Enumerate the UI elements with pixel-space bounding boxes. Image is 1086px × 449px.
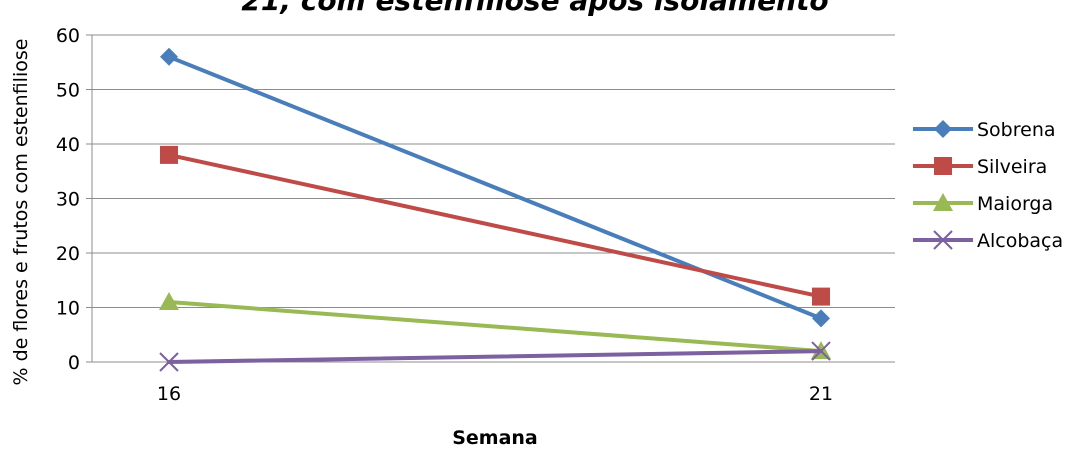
legend-label: Sobrena: [977, 119, 1056, 141]
data-point: [812, 287, 830, 306]
legend-label: Maiorga: [977, 193, 1053, 215]
x-tick-label: 16: [157, 383, 181, 405]
series-line: [167, 54, 823, 321]
series-line: [167, 152, 823, 299]
data-point: [812, 309, 830, 328]
y-tick-label: 40: [56, 134, 80, 156]
y-tick-label: 30: [56, 189, 80, 211]
x-axis: 16 21: [92, 361, 895, 405]
series-line: [167, 300, 823, 354]
data-point: [811, 341, 831, 361]
gridlines: [92, 34, 895, 363]
x-tick-label: 21: [809, 383, 833, 405]
x-axis-title: Semana: [452, 427, 538, 449]
legend-marker: [934, 120, 952, 138]
legend-marker: [933, 193, 953, 211]
legend-marker: [934, 157, 952, 175]
legend-label: Silveira: [977, 156, 1047, 178]
series-line: [167, 349, 823, 364]
y-tick-label: 60: [56, 25, 80, 47]
data-point: [159, 352, 179, 372]
series-group: [159, 47, 831, 372]
legend-entry: Sobrena: [913, 119, 1056, 141]
chart-title: 21, com estenfiliose após isolamento: [241, 0, 828, 17]
data-point: [160, 47, 178, 66]
y-tick-label: 10: [56, 298, 80, 320]
series-silveira: [160, 145, 830, 306]
legend-entry: Maiorga: [913, 193, 1053, 215]
series-maiorga: [159, 292, 831, 360]
y-tick-label: 20: [56, 243, 80, 265]
y-tick-label: 0: [68, 352, 80, 374]
legend-label: Alcobaça: [977, 230, 1063, 252]
data-point: [160, 145, 178, 164]
series-alcobaça: [159, 341, 831, 372]
y-axis: 0 10 20 30 40 50 60: [56, 25, 93, 374]
legend-marker: [933, 230, 953, 250]
legend-entry: Alcobaça: [913, 230, 1063, 252]
y-tick-label: 50: [56, 80, 80, 102]
legend-entry: Silveira: [913, 156, 1047, 178]
y-axis-title: % de flores e frutos com estenfiliose: [10, 39, 32, 386]
legend: Sobrena Silveira Maiorga Alcobaça: [913, 119, 1063, 252]
data-point: [159, 292, 179, 311]
